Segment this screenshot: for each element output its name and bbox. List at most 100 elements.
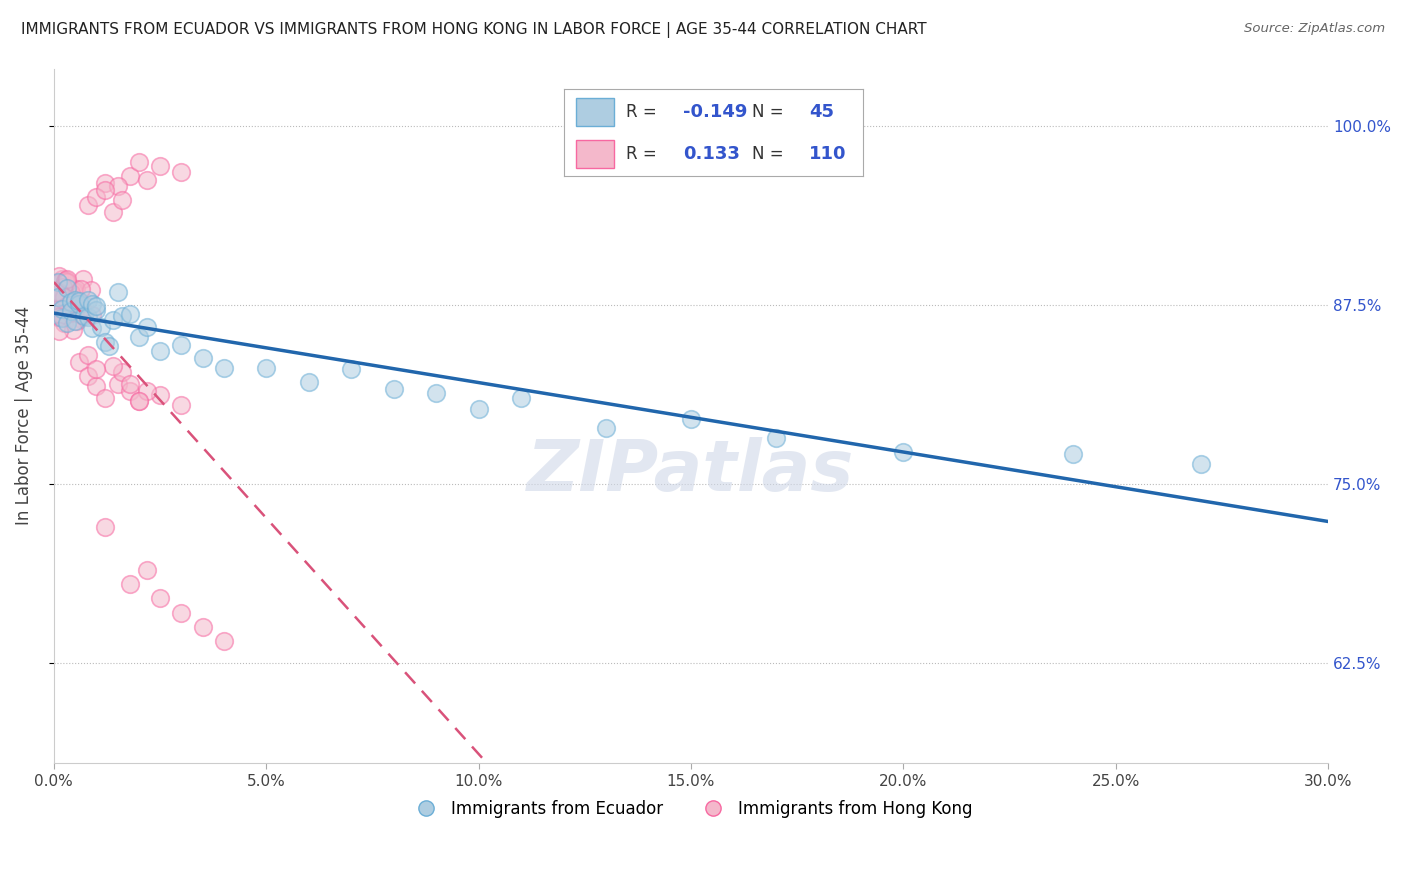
Point [128, 154, 150, 169]
Point [46, 300, 69, 314]
Point [59, 294, 82, 309]
Point [45, 297, 67, 311]
Point [46, 276, 69, 290]
Point [69, 282, 91, 296]
Point [107, 285, 129, 299]
Point [56, 299, 79, 313]
Point [111, 310, 134, 324]
Point [136, 173, 159, 187]
Point [48, 283, 70, 297]
Point [120, 577, 142, 591]
Point [76, 310, 98, 324]
Point [53, 300, 76, 314]
Point [1189, 458, 1212, 472]
Point [45, 301, 67, 315]
Point [52, 310, 75, 325]
Point [80, 297, 103, 311]
Point [70, 308, 93, 322]
Point [128, 329, 150, 343]
Point [66, 314, 89, 328]
Point [191, 351, 214, 365]
Point [67, 297, 90, 311]
Point [51, 272, 73, 286]
Point [84, 190, 107, 204]
Point [212, 361, 235, 376]
Point [67, 311, 90, 326]
Point [62, 295, 84, 310]
Point [55, 281, 77, 295]
Point [46, 290, 69, 304]
Point [56, 294, 79, 309]
Point [80, 321, 103, 335]
Point [111, 365, 134, 379]
Point [46, 290, 69, 304]
Point [149, 388, 172, 402]
Point [94, 520, 117, 534]
Point [49, 302, 72, 317]
Point [59, 286, 82, 301]
Point [46, 287, 69, 301]
Point [62, 298, 84, 312]
Point [94, 334, 117, 349]
Point [84, 379, 107, 393]
Point [72, 272, 94, 286]
Text: Source: ZipAtlas.com: Source: ZipAtlas.com [1244, 22, 1385, 36]
Point [149, 343, 172, 358]
Point [94, 391, 117, 405]
Point [55, 272, 77, 286]
Point [56, 275, 79, 289]
Point [45, 277, 67, 291]
Point [72, 309, 94, 323]
Point [595, 421, 617, 435]
Point [63, 314, 86, 328]
Point [254, 360, 277, 375]
Point [98, 339, 121, 353]
Point [128, 393, 150, 408]
Point [67, 355, 90, 369]
Point [679, 412, 702, 426]
Point [53, 295, 76, 310]
Point [45, 293, 67, 308]
Point [136, 384, 159, 398]
Point [45, 304, 67, 318]
Point [51, 296, 73, 310]
Point [94, 176, 117, 190]
Point [45, 284, 67, 298]
Point [48, 269, 70, 284]
Point [51, 282, 73, 296]
Point [191, 620, 214, 634]
Point [65, 282, 87, 296]
Point [120, 376, 142, 391]
Point [80, 283, 103, 297]
Point [70, 301, 93, 316]
Point [62, 285, 84, 299]
Point [58, 292, 80, 306]
Point [67, 294, 90, 309]
Point [45, 300, 67, 314]
Legend: Immigrants from Ecuador, Immigrants from Hong Kong: Immigrants from Ecuador, Immigrants from… [402, 793, 980, 824]
Point [136, 563, 159, 577]
Point [467, 401, 489, 416]
Point [170, 164, 193, 178]
Point [51, 311, 73, 326]
Point [128, 393, 150, 408]
Point [49, 285, 72, 300]
Point [45, 289, 67, 303]
Point [56, 303, 79, 318]
Point [45, 309, 67, 323]
Y-axis label: In Labor Force | Age 35-44: In Labor Force | Age 35-44 [15, 306, 32, 525]
Point [62, 297, 84, 311]
Point [120, 169, 142, 183]
Point [53, 316, 76, 330]
Point [76, 348, 98, 362]
Point [49, 289, 72, 303]
Point [136, 320, 159, 334]
Point [52, 303, 75, 318]
Point [103, 313, 125, 327]
Point [340, 361, 363, 376]
Point [63, 296, 86, 310]
Point [107, 178, 129, 193]
Point [45, 285, 67, 300]
Point [67, 299, 90, 313]
Point [170, 398, 193, 412]
